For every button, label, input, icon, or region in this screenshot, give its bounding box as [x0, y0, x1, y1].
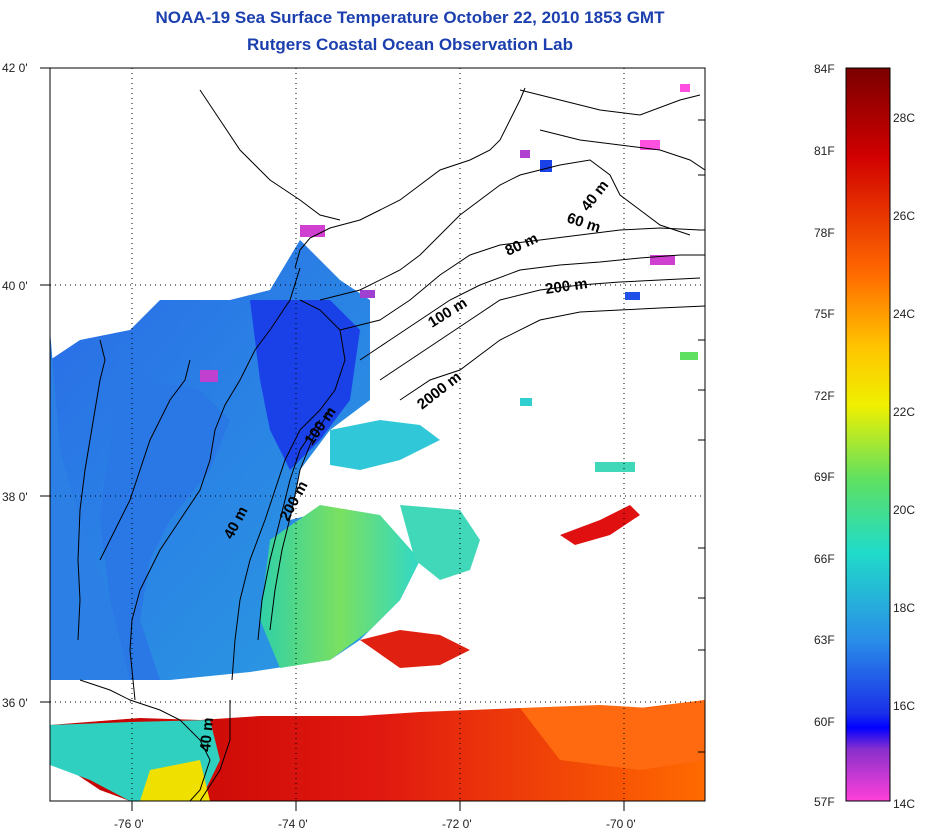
colorbar-gradient [845, 67, 891, 802]
lat-tick-label: 40 0' [2, 279, 28, 293]
isobath-label: 60 m [565, 210, 603, 237]
colorbar: 84F 81F 78F 75F 72F 69F 66F 63F 60F 57F … [814, 62, 915, 811]
isobath-label: 80 m [503, 230, 541, 260]
colorbar-c-label: 26C [893, 209, 915, 223]
colorbar-c-label: 24C [893, 307, 915, 321]
colorbar-c-label: 14C [893, 797, 915, 811]
colorbar-f-label: 57F [814, 795, 835, 809]
lat-tick-label: 42 0' [2, 61, 28, 75]
isobath-label: 200 m [544, 275, 588, 298]
colorbar-f-label: 81F [814, 144, 835, 158]
colorbar-f-label: 72F [814, 389, 835, 403]
colorbar-c-label: 22C [893, 405, 915, 419]
lon-tick-label: -74 0' [278, 817, 308, 831]
colorbar-f-label: 66F [814, 552, 835, 566]
lon-tick-label: -76 0' [114, 817, 144, 831]
colorbar-c-label: 18C [893, 601, 915, 615]
colorbar-f-label: 78F [814, 226, 835, 240]
lat-tick-label: 36 0' [2, 696, 28, 710]
colorbar-f-label: 69F [814, 470, 835, 484]
colorbar-f-label: 84F [814, 62, 835, 76]
lon-tick-label: -70 0' [606, 817, 636, 831]
isobath-label: 40 m [197, 717, 217, 753]
colorbar-f-label: 63F [814, 633, 835, 647]
colorbar-f-label: 60F [814, 715, 835, 729]
colorbar-c-label: 16C [893, 699, 915, 713]
axis-ticks [40, 67, 705, 811]
map-title: NOAA-19 Sea Surface Temperature October … [155, 8, 665, 27]
colorbar-f-label: 75F [814, 307, 835, 321]
colorbar-c-label: 28C [893, 111, 915, 125]
sst-field [50, 84, 705, 801]
lat-tick-label: 38 0' [2, 490, 28, 504]
isobath-label: 40 m [578, 177, 612, 214]
graticule [50, 68, 705, 801]
colorbar-c-label: 20C [893, 503, 915, 517]
lon-tick-label: -72 0' [442, 817, 472, 831]
map-frame [49, 67, 706, 802]
axis-labels: 42 0' 40 0' 38 0' 36 0' -76 0' -74 0' -7… [2, 61, 636, 831]
isobath-label: 100 m [425, 294, 470, 331]
isobath-label: 2000 m [414, 368, 465, 413]
map-subtitle: Rutgers Coastal Ocean Observation Lab [247, 35, 573, 54]
coastline-contours [77, 87, 705, 801]
